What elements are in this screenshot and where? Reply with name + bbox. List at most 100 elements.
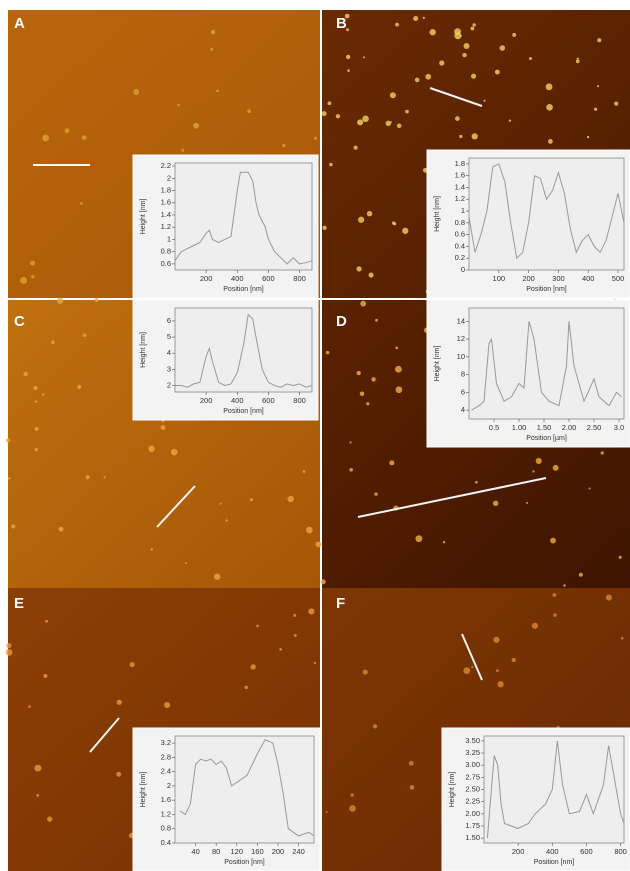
surface-particle <box>619 556 622 559</box>
y-tick-label: 2.00 <box>465 809 480 818</box>
x-tick-label: 200 <box>200 274 213 283</box>
surface-particle <box>303 470 306 473</box>
y-tick-label: 1.6 <box>161 795 171 804</box>
surface-particle <box>390 92 396 98</box>
surface-particle <box>133 89 139 95</box>
panel-label: A <box>14 15 25 32</box>
surface-particle <box>117 700 122 705</box>
surface-particle <box>493 501 498 506</box>
surface-particle <box>30 261 35 266</box>
surface-particle <box>211 30 215 34</box>
surface-particle <box>171 449 178 456</box>
x-tick-label: 80 <box>212 847 220 856</box>
surface-particle <box>42 393 45 396</box>
surface-particle <box>8 477 10 479</box>
surface-particle <box>47 816 52 821</box>
x-tick-label: 400 <box>582 274 595 283</box>
surface-particle <box>293 614 296 617</box>
surface-particle <box>59 527 64 532</box>
x-tick-label: 200 <box>200 396 213 405</box>
surface-particle <box>459 135 462 138</box>
surface-particle <box>363 56 365 58</box>
x-tick-label: 200 <box>512 847 525 856</box>
surface-particle <box>579 573 583 577</box>
surface-particle <box>360 391 365 396</box>
surface-particle <box>472 23 475 26</box>
x-tick-label: 500 <box>612 274 625 283</box>
surface-particle <box>193 123 199 129</box>
x-tick-label: 240 <box>292 847 305 856</box>
surface-particle <box>397 124 402 129</box>
y-tick-label: 1.4 <box>161 210 171 219</box>
surface-particle <box>360 301 366 307</box>
surface-particle <box>346 55 350 59</box>
surface-particle <box>245 686 248 689</box>
y-tick-label: 2 <box>167 381 171 390</box>
surface-particle <box>369 272 374 277</box>
surface-particle <box>589 487 591 489</box>
x-tick-label: 1.00 <box>512 423 527 432</box>
surface-particle <box>57 298 63 304</box>
surface-particle <box>116 772 121 777</box>
surface-particle <box>512 658 516 662</box>
surface-particle <box>51 341 55 345</box>
y-tick-label: 2.25 <box>465 797 480 806</box>
surface-particle <box>321 579 326 584</box>
surface-particle <box>405 110 409 114</box>
surface-particle <box>550 538 556 544</box>
surface-particle <box>375 319 378 322</box>
surface-particle <box>35 427 39 431</box>
surface-particle <box>390 121 392 123</box>
surface-particle <box>389 460 394 465</box>
surface-particle <box>546 104 553 111</box>
surface-particle <box>35 448 38 451</box>
y-tick-label: 1.50 <box>465 833 480 842</box>
surface-particle <box>86 475 90 479</box>
x-tick-label: 400 <box>231 396 244 405</box>
surface-particle <box>220 503 222 505</box>
y-tick-label: 14 <box>457 316 465 325</box>
surface-particle <box>336 114 340 118</box>
inset-chart: 0.60.811.21.41.61.822.2200400600800Posit… <box>133 155 318 298</box>
surface-particle <box>475 481 478 484</box>
x-tick-label: 120 <box>231 847 244 856</box>
surface-particle <box>65 128 70 133</box>
y-axis-label: Height [nm] <box>449 772 456 808</box>
y-tick-label: 1.2 <box>161 222 171 231</box>
surface-particle <box>548 139 553 144</box>
y-tick-label: 4 <box>167 348 171 357</box>
y-tick-label: 2.4 <box>161 767 171 776</box>
surface-particle <box>354 146 358 150</box>
figure: A0.60.811.21.41.61.822.2200400600800Posi… <box>0 0 630 871</box>
surface-particle <box>6 438 10 442</box>
surface-particle <box>509 119 511 121</box>
surface-particle <box>536 458 542 464</box>
y-tick-label: 1.4 <box>455 182 465 191</box>
surface-particle <box>210 48 213 51</box>
surface-particle <box>349 805 356 812</box>
surface-particle <box>356 266 361 271</box>
panel-label: B <box>336 15 347 32</box>
x-axis-label: Position [µm] <box>526 435 567 442</box>
surface-particle <box>181 149 184 152</box>
x-tick-label: 400 <box>546 847 559 856</box>
surface-particle <box>423 17 425 19</box>
surface-particle <box>497 681 503 687</box>
surface-particle <box>287 496 293 502</box>
surface-particle <box>94 298 98 302</box>
x-tick-label: 800 <box>293 274 306 283</box>
x-tick-label: 400 <box>231 274 244 283</box>
x-tick-label: 3.0 <box>614 423 624 432</box>
x-tick-label: 100 <box>493 274 506 283</box>
plot-area <box>484 736 624 843</box>
x-axis-label: Position [nm] <box>526 286 567 293</box>
y-tick-label: 2.8 <box>161 752 171 761</box>
surface-particle <box>6 649 13 656</box>
x-tick-label: 160 <box>251 847 264 856</box>
surface-particle <box>471 666 473 668</box>
surface-particle <box>251 664 256 669</box>
surface-particle <box>392 221 396 225</box>
y-tick-label: 6 <box>167 316 171 325</box>
surface-particle <box>402 228 408 234</box>
